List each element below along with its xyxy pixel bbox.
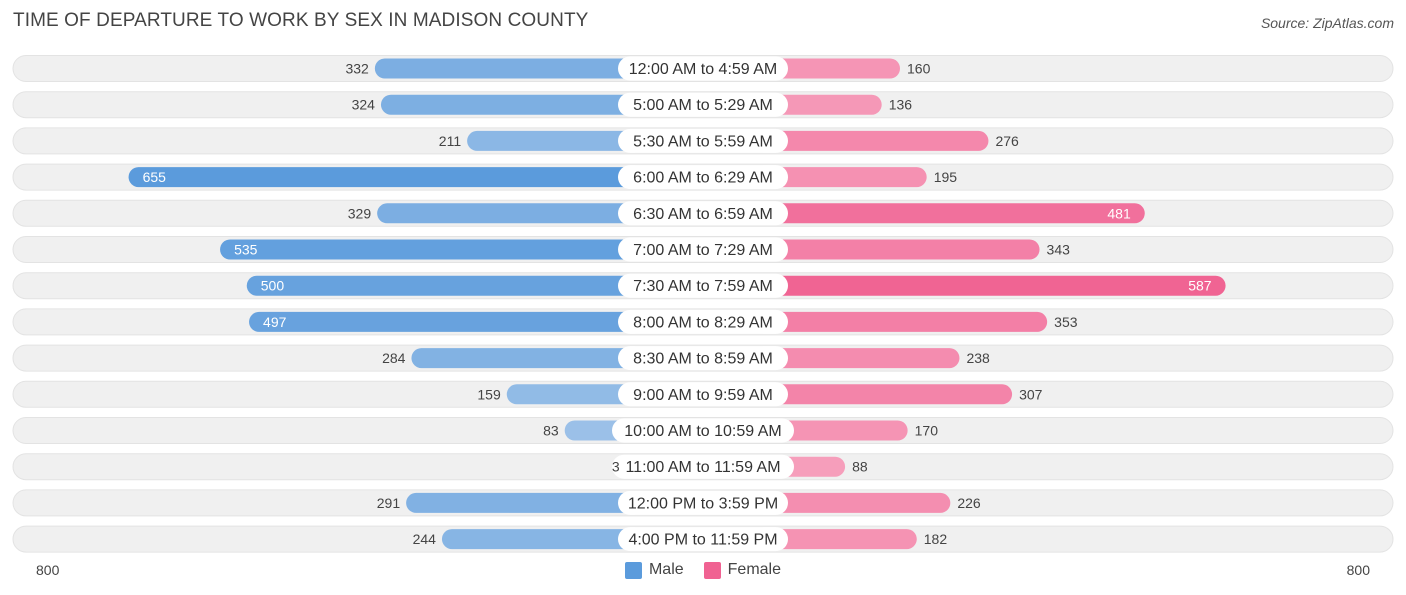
female-value-label: 226 [957, 495, 981, 511]
legend-swatch-female [703, 561, 721, 579]
male-value-label: 3 [612, 459, 620, 475]
male-value-label: 497 [263, 314, 287, 330]
legend-item-female[interactable]: Female [703, 561, 782, 579]
male-value-label: 284 [382, 350, 406, 366]
category-label-bg [618, 128, 788, 153]
category-label: 9:00 AM to 9:59 AM [633, 387, 773, 404]
category-label-bg [618, 382, 788, 407]
female-value-label: 238 [966, 350, 990, 366]
male-value-label: 500 [261, 278, 285, 294]
female-bar[interactable] [703, 239, 1040, 260]
category-label-bg [618, 201, 788, 226]
female-value-label: 88 [852, 459, 868, 475]
legend: Male Female [0, 561, 1406, 579]
category-label: 6:30 AM to 6:59 AM [633, 206, 773, 223]
category-label-bg [618, 92, 788, 117]
category-label: 4:00 PM to 11:59 PM [628, 532, 777, 549]
male-value-label: 655 [143, 169, 167, 185]
male-value-label: 324 [352, 97, 376, 113]
male-value-label: 244 [413, 531, 437, 547]
female-bar[interactable] [703, 203, 1145, 224]
male-value-label: 329 [348, 205, 372, 221]
category-label-bg [618, 165, 788, 190]
category-label: 8:30 AM to 8:59 AM [633, 351, 773, 368]
female-value-label: 353 [1054, 314, 1078, 330]
male-bar[interactable] [246, 275, 703, 296]
category-label: 12:00 PM to 3:59 PM [628, 495, 778, 512]
male-value-label: 535 [234, 242, 258, 258]
male-value-label: 159 [477, 386, 501, 402]
female-value-label: 307 [1019, 386, 1043, 402]
female-bar[interactable] [703, 311, 1048, 332]
female-value-label: 170 [915, 423, 939, 439]
legend-label-male: Male [648, 561, 684, 578]
female-bar[interactable] [703, 275, 1226, 296]
female-value-label: 587 [1188, 278, 1212, 294]
male-value-label: 332 [345, 61, 369, 77]
source-label: Source: ZipAtlas.com [1260, 15, 1394, 31]
category-label-bg [618, 309, 788, 334]
female-value-label: 276 [995, 133, 1019, 149]
category-label: 12:00 AM to 4:59 AM [629, 61, 778, 78]
axis-left-label: 800 [36, 562, 60, 578]
male-bar[interactable] [220, 239, 703, 260]
female-value-label: 481 [1107, 205, 1131, 221]
axis-right-label: 800 [1346, 562, 1370, 578]
male-bar[interactable] [128, 167, 703, 188]
category-label-bg [618, 490, 788, 515]
male-bar[interactable] [249, 311, 703, 332]
female-value-label: 182 [924, 531, 948, 547]
legend-item-male[interactable]: Male [624, 561, 684, 579]
category-label: 7:00 AM to 7:29 AM [633, 242, 773, 259]
chart-title: TIME OF DEPARTURE TO WORK BY SEX IN MADI… [13, 10, 589, 31]
female-value-label: 136 [889, 97, 913, 113]
male-value-label: 211 [439, 133, 462, 149]
female-value-label: 160 [907, 61, 931, 77]
category-label-bg [618, 237, 788, 262]
category-label: 11:00 AM to 11:59 AM [625, 459, 780, 476]
category-label: 6:00 AM to 6:29 AM [633, 170, 773, 187]
female-value-label: 343 [1047, 242, 1071, 258]
category-label-bg [612, 418, 794, 443]
category-label-bg [612, 454, 794, 479]
category-label: 10:00 AM to 10:59 AM [624, 423, 781, 440]
category-label-bg [618, 56, 788, 81]
category-label: 7:30 AM to 7:59 AM [633, 278, 773, 295]
category-label: 5:30 AM to 5:59 AM [633, 133, 773, 150]
male-value-label: 291 [377, 495, 401, 511]
chart-canvas: 12:00 AM to 4:59 AM 332 160 5:00 AM to 5:29… [12, 55, 1394, 553]
category-label: 5:00 AM to 5:29 AM [633, 97, 773, 114]
male-value-label: 83 [543, 423, 559, 439]
category-label: 8:00 AM to 8:29 AM [633, 314, 773, 331]
legend-label-female: Female [727, 561, 782, 578]
legend-swatch-male [624, 561, 642, 579]
female-value-label: 195 [934, 169, 958, 185]
category-label-bg [618, 346, 788, 371]
category-label-bg [618, 273, 788, 298]
category-label-bg [618, 527, 788, 552]
